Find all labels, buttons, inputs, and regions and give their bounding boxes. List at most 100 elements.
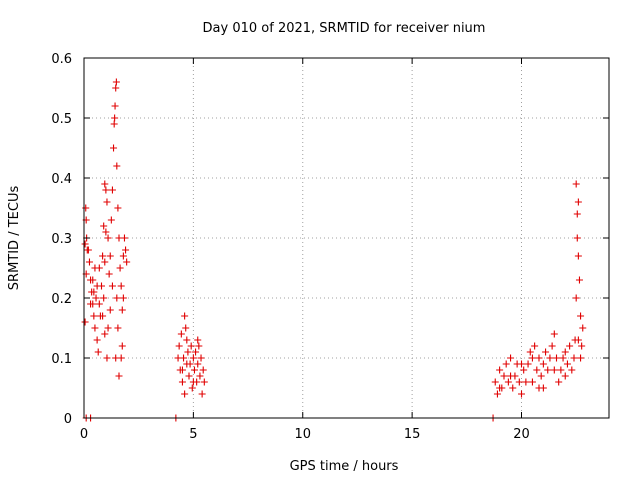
- data-point: [577, 354, 585, 362]
- axis-ticks: [83, 57, 609, 419]
- data-point: [502, 360, 510, 368]
- data-point: [539, 384, 547, 392]
- data-point: [112, 84, 120, 92]
- data-point: [93, 336, 101, 344]
- data-point: [196, 372, 204, 380]
- data-point: [566, 342, 574, 350]
- data-point: [493, 390, 501, 398]
- data-point: [183, 360, 191, 368]
- data-point: [101, 258, 109, 266]
- data-point: [103, 198, 111, 206]
- data-point: [119, 252, 127, 260]
- y-tick-label: 0.1: [51, 352, 72, 367]
- data-point: [81, 240, 89, 248]
- data-point: [188, 384, 196, 392]
- data-point: [115, 372, 123, 380]
- x-tick-labels: 0 5 10 15 20: [80, 427, 530, 442]
- data-point: [496, 366, 504, 374]
- data-point: [91, 324, 99, 332]
- data-point: [183, 336, 191, 344]
- data-point: [572, 294, 580, 302]
- data-point: [187, 342, 195, 350]
- data-point: [108, 282, 116, 290]
- data-point: [518, 360, 525, 368]
- data-point: [537, 372, 545, 380]
- data-point: [185, 372, 193, 380]
- data-point: [184, 348, 192, 356]
- data-point: [555, 378, 563, 386]
- data-point: [559, 354, 567, 362]
- x-tick-label: 10: [294, 427, 311, 442]
- data-point: [104, 234, 112, 242]
- data-point: [93, 282, 101, 290]
- x-tick-label: 0: [80, 427, 88, 442]
- data-point: [178, 378, 186, 386]
- data-point: [550, 330, 558, 338]
- data-point: [528, 354, 536, 362]
- data-point: [113, 294, 121, 302]
- data-point: [99, 252, 107, 260]
- data-point: [190, 366, 198, 374]
- data-point: [500, 372, 508, 380]
- data-point: [123, 258, 131, 266]
- data-point: [491, 378, 499, 386]
- y-tick-label: 0.3: [51, 232, 72, 247]
- data-point: [104, 324, 112, 332]
- data-point: [178, 366, 186, 374]
- y-tick-label: 0.4: [51, 172, 72, 187]
- data-point: [568, 366, 576, 374]
- data-point: [102, 228, 110, 236]
- data-point: [557, 366, 565, 374]
- data-point: [113, 162, 121, 170]
- data-point: [189, 378, 197, 386]
- data-point: [102, 186, 110, 194]
- data-point: [89, 276, 97, 284]
- y-tick-label: 0.5: [51, 112, 72, 127]
- data-point: [122, 246, 130, 254]
- data-point: [579, 324, 587, 332]
- data-point: [192, 348, 200, 356]
- chart-title: Day 010 of 2021, SRMTID for receiver niu…: [203, 21, 486, 36]
- y-tick-labels: 0 0.1 0.2 0.3 0.4 0.5 0.6: [51, 52, 72, 427]
- data-point: [95, 264, 103, 272]
- data-point: [84, 246, 92, 254]
- data-point: [194, 360, 202, 368]
- data-points: [81, 78, 587, 422]
- data-point: [92, 294, 100, 302]
- data-point: [199, 366, 207, 374]
- data-point: [117, 354, 125, 362]
- data-point: [198, 390, 206, 398]
- data-point: [561, 372, 569, 380]
- y-tick-label: 0.6: [51, 52, 72, 67]
- data-point: [110, 120, 118, 128]
- data-point: [546, 354, 554, 362]
- data-point: [112, 78, 120, 86]
- data-point: [111, 102, 119, 110]
- data-point: [106, 306, 114, 314]
- x-tick-label: 20: [513, 427, 530, 442]
- data-point: [531, 342, 539, 350]
- data-point: [175, 342, 183, 350]
- data-point: [509, 384, 517, 392]
- data-point: [94, 348, 102, 356]
- data-point: [524, 360, 532, 368]
- data-point: [573, 234, 581, 242]
- data-point: [119, 294, 127, 302]
- data-point: [507, 354, 515, 362]
- y-axis-label: SRMTID / TECUs: [7, 186, 22, 291]
- data-point: [528, 378, 536, 386]
- data-point: [574, 336, 582, 344]
- data-point: [539, 360, 547, 368]
- data-point: [103, 354, 111, 362]
- data-point: [572, 180, 580, 188]
- data-point: [200, 378, 208, 386]
- data-point: [515, 378, 523, 386]
- data-point: [561, 348, 569, 356]
- data-point: [120, 234, 128, 242]
- data-point: [574, 198, 582, 206]
- data-point: [518, 390, 525, 398]
- data-point: [114, 204, 122, 212]
- data-point: [110, 144, 118, 152]
- data-point: [118, 306, 126, 314]
